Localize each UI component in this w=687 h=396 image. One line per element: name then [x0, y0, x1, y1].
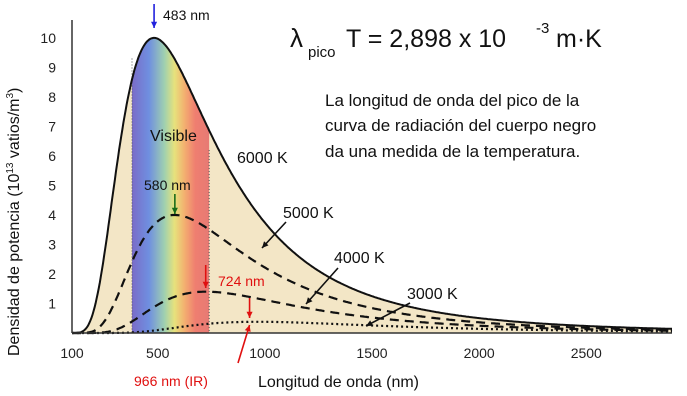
- y-tick-label: 10: [40, 30, 56, 46]
- y-tick-label: 1: [48, 295, 56, 311]
- visible-label: Visible: [150, 128, 197, 145]
- description-line-3: da una medida de la temperatura.: [325, 142, 580, 161]
- x-tick-label: 1000: [249, 345, 280, 361]
- annotation-724nm: 724 nm: [218, 273, 265, 289]
- wien-law-equation: λ pico T = 2,898 x 10 -3 m·K: [290, 20, 602, 61]
- arrow-966nm: [237, 324, 251, 364]
- arrow-580nm-head: [171, 207, 178, 214]
- equation-unit: m·K: [556, 25, 602, 53]
- x-tick-label: 2500: [571, 345, 602, 361]
- arrow-966nm-peak-head: [246, 311, 253, 318]
- equation-subscript: pico: [308, 44, 336, 61]
- annotation-483nm: 483 nm: [163, 7, 210, 23]
- leader-3000k: [365, 302, 411, 327]
- series-label-6000k: 6000 K: [237, 150, 288, 167]
- series-label-4000k: 4000 K: [334, 250, 385, 267]
- equation-exponent: -3: [536, 20, 549, 37]
- leader-3000k-head: [366, 320, 373, 326]
- y-tick-label: 5: [48, 177, 56, 193]
- peak-annotations: 483 nm 580 nm 724 nm 966 nm (IR): [134, 7, 265, 389]
- label-pointers: [151, 4, 411, 364]
- equation-lambda: λ: [290, 23, 303, 53]
- description-line-2: curva de radiación del cuerpo negro: [325, 116, 596, 135]
- x-tick-label: 1500: [356, 345, 387, 361]
- y-tick-labels: 1 2 3 4 5 6 7 8 9 10: [40, 30, 56, 312]
- leader-4000k: [305, 267, 339, 305]
- y-tick-label: 7: [48, 118, 56, 134]
- annotation-966nm: 966 nm (IR): [134, 373, 208, 389]
- curve-6000k: [72, 36, 672, 334]
- arrow-724nm-head: [202, 281, 209, 288]
- series-labels: 6000 K 5000 K 4000 K 3000 K: [237, 150, 458, 303]
- annotation-580nm: 580 nm: [144, 177, 191, 193]
- x-axis-label: Longitud de onda (nm): [258, 374, 419, 391]
- leader-5000k-head: [262, 241, 269, 248]
- curve-4000k: [72, 290, 672, 335]
- curve-5000k: [72, 213, 672, 335]
- x-tick-labels: 100 500 1000 1500 2000 2500: [60, 345, 602, 361]
- leader-4000k-head: [306, 297, 313, 304]
- x-tick-label: 100: [60, 345, 84, 361]
- description-text: La longitud de onda del pico de la curva…: [325, 91, 596, 161]
- y-tick-label: 6: [48, 148, 56, 164]
- y-tick-label: 3: [48, 236, 56, 252]
- description-line-1: La longitud de onda del pico de la: [325, 91, 580, 110]
- y-tick-label: 4: [48, 207, 56, 223]
- y-axis-label: Densidad de potencia (1013 vatios/m3): [5, 88, 23, 356]
- y-tick-label: 9: [48, 59, 56, 75]
- x-tick-label: 500: [146, 345, 170, 361]
- equation-main: T = 2,898 x 10: [346, 25, 506, 53]
- series-label-3000k: 3000 K: [407, 286, 458, 303]
- x-tick-label: 2000: [464, 345, 495, 361]
- y-tick-label: 2: [48, 266, 56, 282]
- area-shade-6000k: [72, 37, 672, 334]
- arrow-483nm-head: [151, 21, 158, 28]
- y-tick-label: 8: [48, 89, 56, 105]
- arrow-966nm-head: [244, 325, 251, 332]
- series-label-5000k: 5000 K: [283, 205, 334, 222]
